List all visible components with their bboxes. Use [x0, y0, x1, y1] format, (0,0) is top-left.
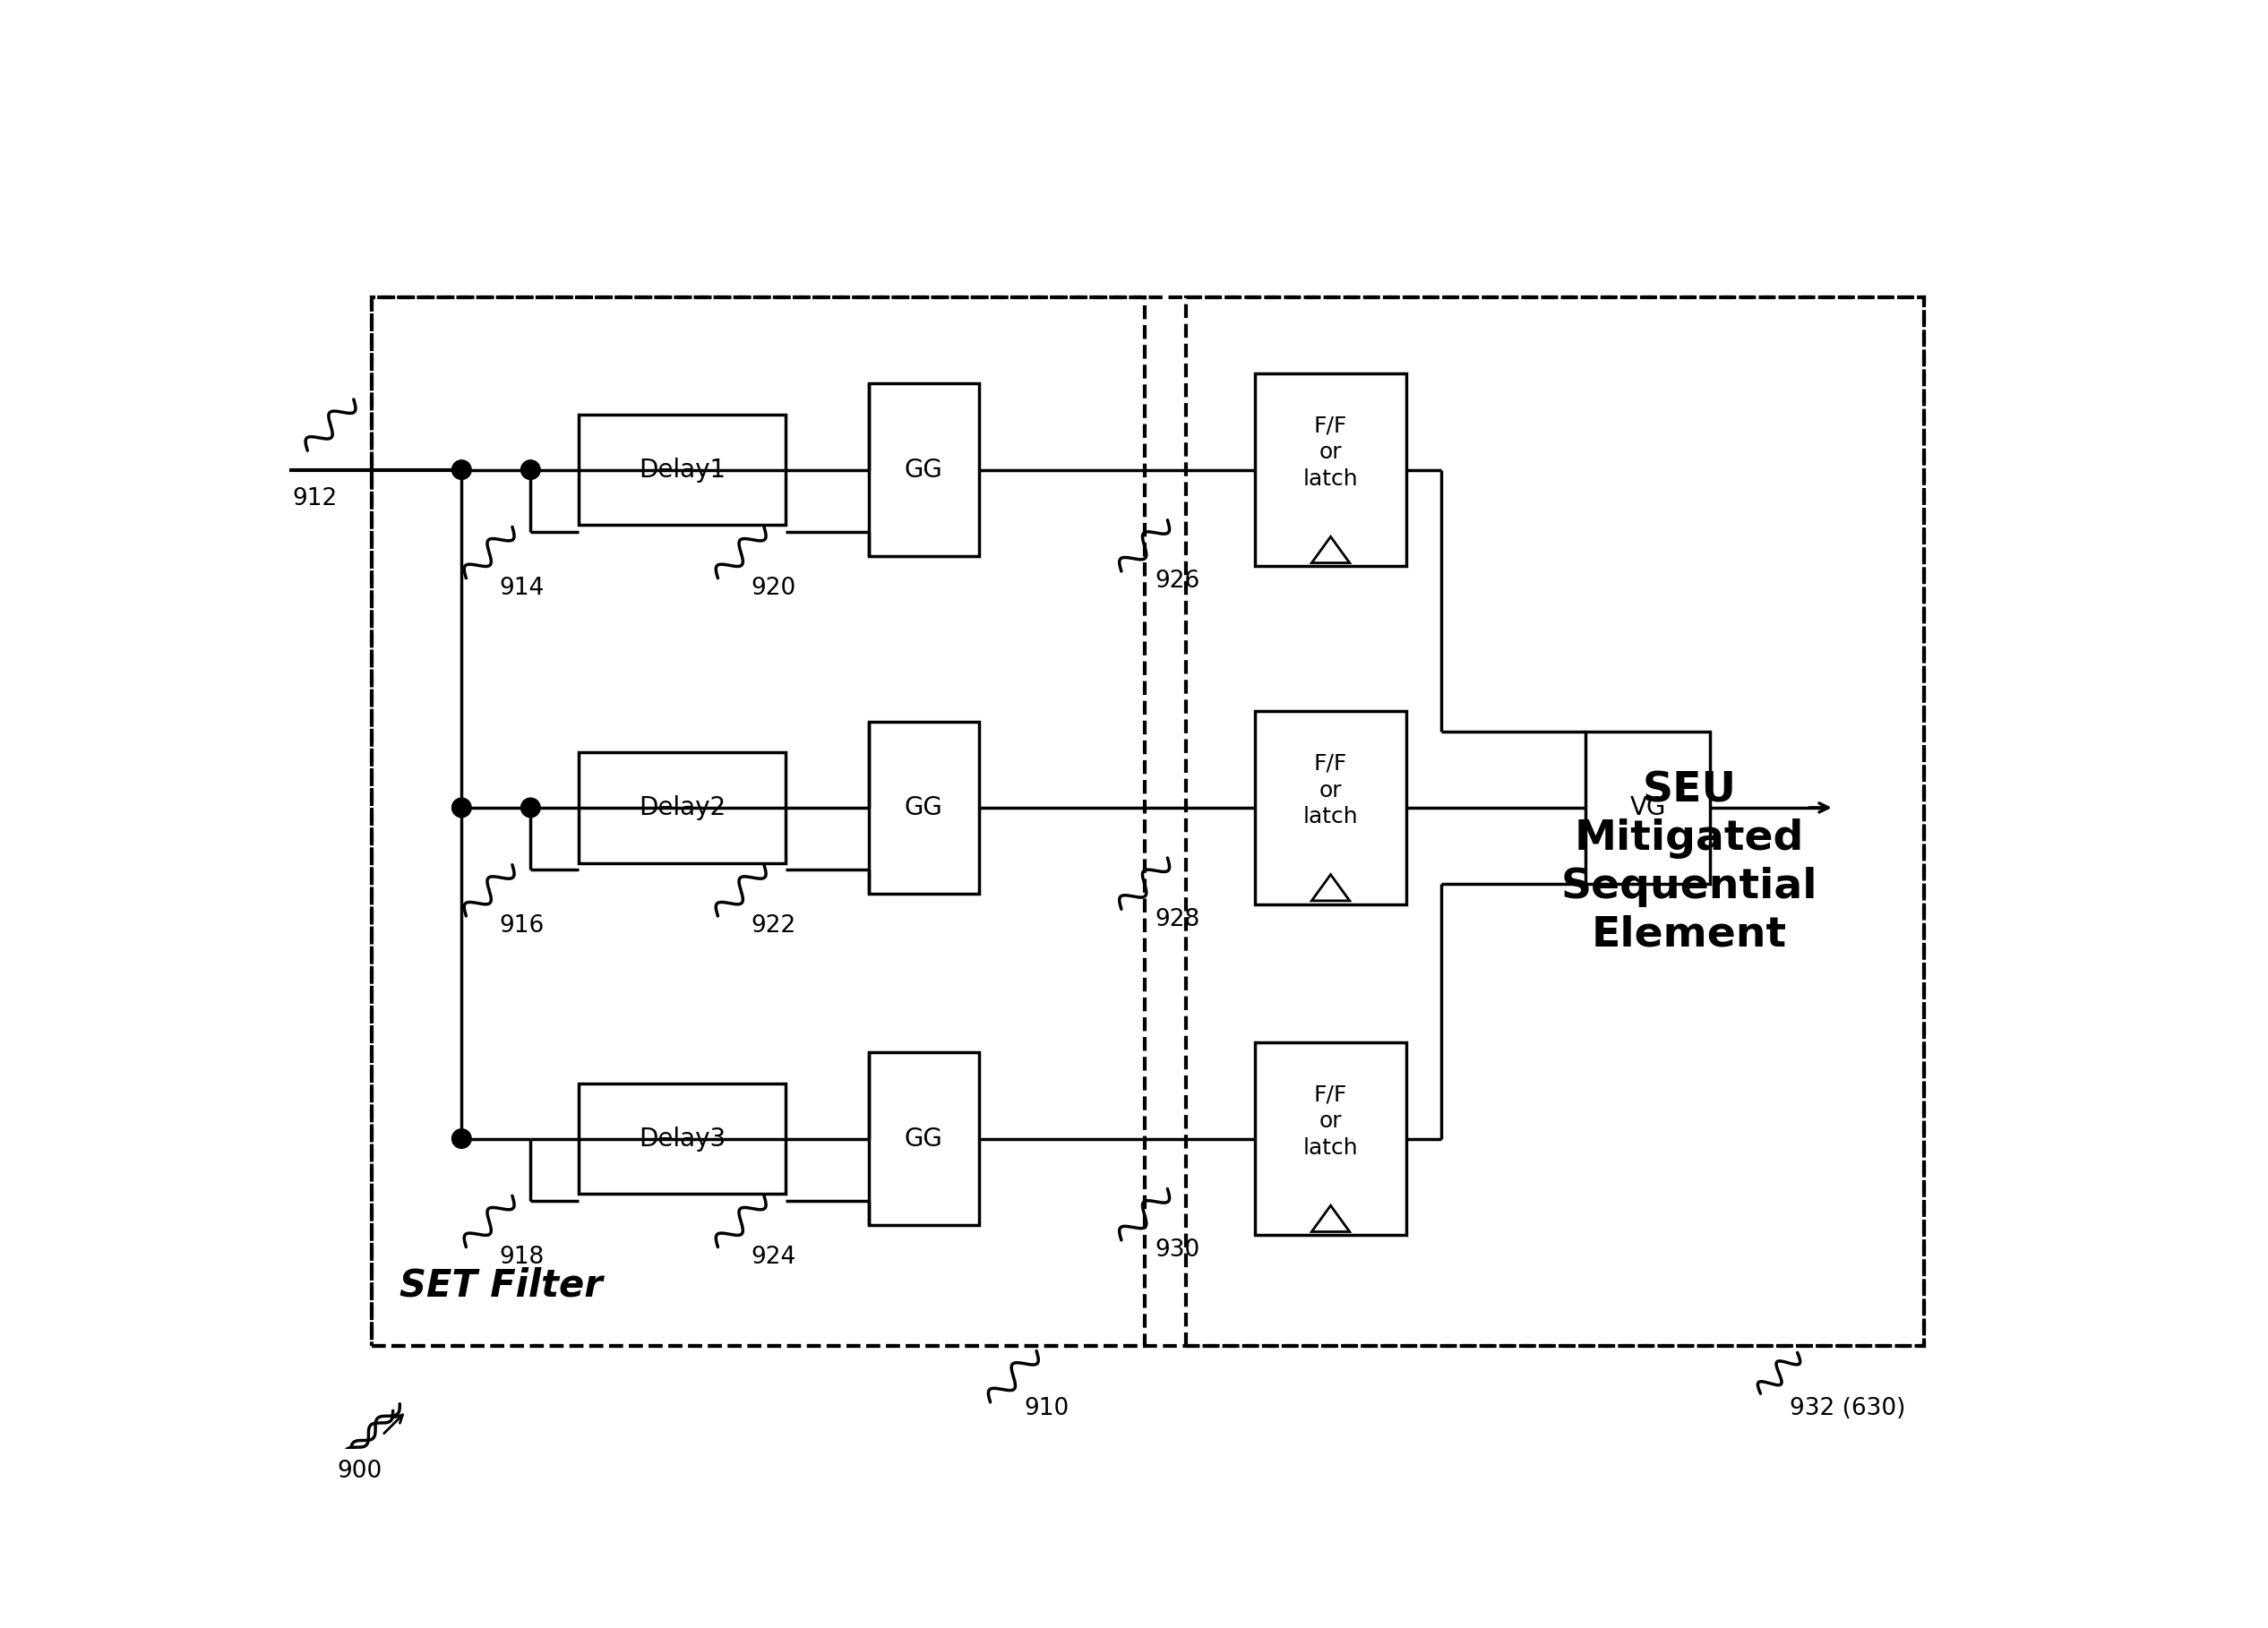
Circle shape: [451, 798, 472, 817]
Text: 926: 926: [1154, 570, 1200, 593]
Bar: [1186, 298, 1923, 1345]
Text: 928: 928: [1154, 908, 1200, 931]
Bar: [372, 298, 1145, 1345]
Bar: [578, 415, 785, 524]
Circle shape: [522, 461, 540, 479]
Text: Delay3: Delay3: [640, 1127, 726, 1151]
Text: GG: GG: [905, 457, 943, 482]
Bar: [372, 298, 1923, 1345]
Text: F/F
or
latch: F/F or latch: [1304, 415, 1359, 490]
Text: VG: VG: [1631, 794, 1667, 821]
Text: Delay2: Delay2: [640, 794, 726, 821]
Circle shape: [451, 1128, 472, 1148]
Circle shape: [522, 798, 540, 817]
Text: 932 (630): 932 (630): [1789, 1397, 1905, 1421]
Text: 924: 924: [751, 1245, 796, 1268]
Text: SEU
Mitigated
Sequential
Element: SEU Mitigated Sequential Element: [1560, 770, 1817, 956]
Bar: [869, 384, 980, 557]
Text: 910: 910: [1023, 1397, 1068, 1421]
Bar: [1585, 733, 1710, 884]
Text: GG: GG: [905, 794, 943, 821]
Text: 920: 920: [751, 576, 796, 601]
Text: 900: 900: [338, 1459, 383, 1483]
Bar: [578, 1084, 785, 1193]
Text: GG: GG: [905, 1127, 943, 1151]
Text: SET Filter: SET Filter: [399, 1267, 603, 1304]
Text: 922: 922: [751, 915, 796, 938]
Bar: [1254, 1042, 1406, 1236]
Text: 918: 918: [499, 1245, 544, 1268]
Text: Delay1: Delay1: [640, 457, 726, 482]
Bar: [869, 1052, 980, 1224]
Circle shape: [451, 461, 472, 479]
Bar: [1254, 373, 1406, 567]
Text: F/F
or
latch: F/F or latch: [1304, 754, 1359, 827]
Text: 930: 930: [1154, 1239, 1200, 1262]
Bar: [869, 721, 980, 894]
Text: 912: 912: [293, 487, 338, 510]
Text: 914: 914: [499, 576, 544, 601]
Bar: [1254, 711, 1406, 904]
Text: 916: 916: [499, 915, 544, 938]
Bar: [578, 752, 785, 863]
Text: F/F
or
latch: F/F or latch: [1304, 1084, 1359, 1159]
